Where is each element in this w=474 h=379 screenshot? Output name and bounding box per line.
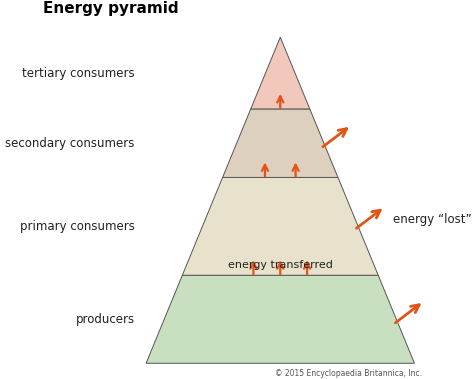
Polygon shape <box>146 275 414 363</box>
Text: secondary consumers: secondary consumers <box>5 137 135 150</box>
Text: primary consumers: primary consumers <box>20 220 135 233</box>
Text: tertiary consumers: tertiary consumers <box>22 67 135 80</box>
Polygon shape <box>223 109 338 177</box>
Text: producers: producers <box>75 313 135 326</box>
Polygon shape <box>251 37 310 109</box>
Text: © 2015 Encyclopaedia Britannica, Inc.: © 2015 Encyclopaedia Britannica, Inc. <box>275 369 422 377</box>
Text: energy transferred: energy transferred <box>228 260 333 270</box>
Polygon shape <box>182 177 378 275</box>
Text: energy “lost”: energy “lost” <box>392 213 471 226</box>
Text: Energy pyramid: Energy pyramid <box>43 1 178 16</box>
